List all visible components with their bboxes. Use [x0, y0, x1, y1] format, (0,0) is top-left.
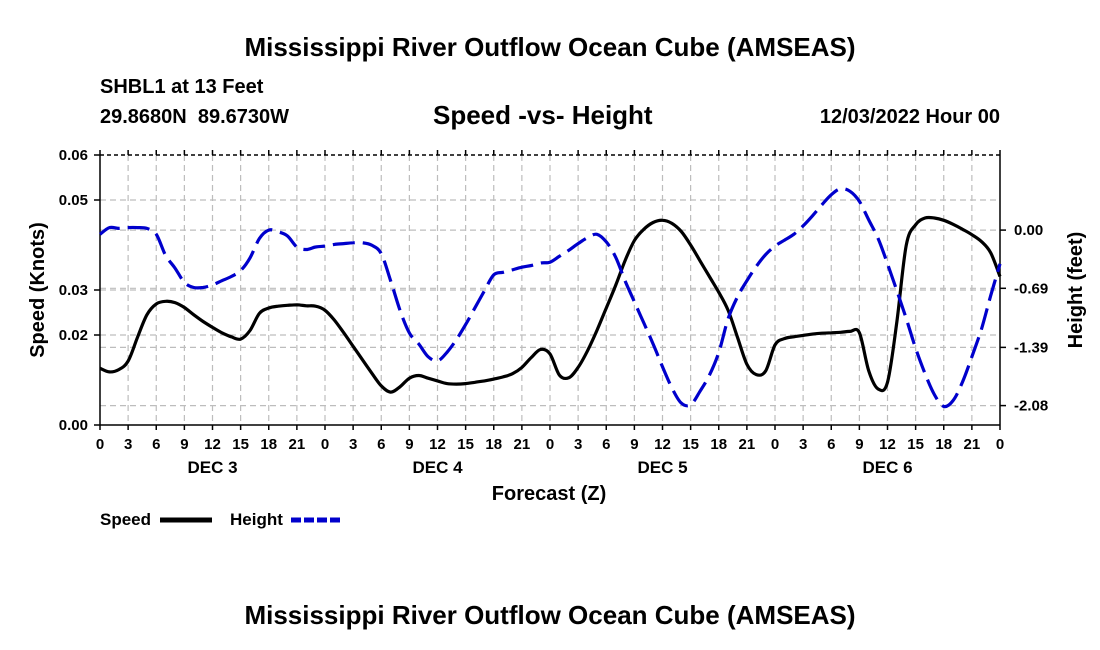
- x-tick-label: 0: [321, 436, 329, 453]
- x-tick-label: 0: [546, 436, 554, 453]
- x-tick-label: 18: [710, 436, 727, 453]
- x-tick-label: 18: [485, 436, 502, 453]
- x-tick-label: 15: [457, 436, 474, 453]
- x-tick-label: 15: [682, 436, 699, 453]
- y-tick-label: 0.02: [59, 327, 88, 344]
- x-tick-label: 15: [907, 436, 924, 453]
- x-day-label: DEC 6: [862, 458, 912, 477]
- x-day-label: DEC 4: [412, 458, 463, 477]
- x-tick-label: 0: [771, 436, 779, 453]
- y-tick-label: 0.05: [59, 192, 88, 209]
- x-tick-label: 6: [377, 436, 385, 453]
- forecast-datetime: 12/03/2022 Hour 00: [819, 106, 1000, 128]
- y-axis-ticks: 0.00 0.02 0.03 0.05 0.06: [59, 147, 100, 434]
- x-day-label: DEC 3: [187, 458, 237, 477]
- series-line-height: [99, 187, 1002, 409]
- legend-height-label: Height: [230, 510, 283, 529]
- y-tick-label: 0.03: [59, 282, 88, 299]
- x-tick-label: 0: [996, 436, 1004, 453]
- grid-lines: [100, 155, 1000, 425]
- legend: Speed Height: [100, 510, 343, 529]
- y2-axis-label: Height (feet): [1065, 232, 1087, 349]
- x-tick-label: 12: [204, 436, 221, 453]
- x-tick-label: 18: [935, 436, 952, 453]
- x-tick-label: 3: [124, 436, 132, 453]
- x-tick-label: 9: [180, 436, 188, 453]
- x-tick-label: 9: [405, 436, 413, 453]
- chart-subtitle: Speed -vs- Height: [433, 100, 653, 130]
- y2-axis-ticks: 0.00 -0.69 -1.39 -2.08: [1000, 222, 1048, 415]
- x-tick-label: 3: [799, 436, 807, 453]
- y2-tick-label: 0.00: [1014, 222, 1043, 239]
- x-tick-label: 0: [96, 436, 104, 453]
- x-tick-label: 6: [827, 436, 835, 453]
- x-tick-label: 21: [289, 436, 306, 453]
- legend-speed-label: Speed: [100, 510, 151, 529]
- y2-tick-label: -0.69: [1014, 280, 1048, 297]
- footer-chart-title: Mississippi River Outflow Ocean Cube (AM…: [244, 600, 856, 630]
- x-tick-label: 6: [602, 436, 610, 453]
- y2-tick-label: -1.39: [1014, 339, 1048, 356]
- chart-main-title: Mississippi River Outflow Ocean Cube (AM…: [244, 32, 856, 62]
- x-tick-label: 12: [654, 436, 671, 453]
- y-tick-label: 0.00: [59, 417, 88, 434]
- series-line-speed: [99, 215, 1002, 394]
- x-tick-label: 9: [630, 436, 638, 453]
- x-tick-label: 15: [232, 436, 249, 453]
- x-tick-label: 3: [574, 436, 582, 453]
- x-tick-label: 21: [514, 436, 531, 453]
- x-tick-label: 9: [855, 436, 863, 453]
- station-coordinates: 29.8680N 89.6730W: [100, 106, 290, 128]
- y-axis-label: Speed (Knots): [27, 222, 49, 358]
- x-axis-ticks: 0 3 6 9 12 15 18 21 0 3 6 9 12 15 18 21 0 3 6 9 12 15 18 21 0 3 6 9…: [96, 150, 1004, 477]
- y-tick-label: 0.06: [59, 147, 88, 164]
- series-lines: [99, 187, 1002, 409]
- station-label: SHBL1 at 13 Feet: [100, 76, 264, 98]
- x-tick-label: 12: [879, 436, 896, 453]
- x-tick-label: 18: [260, 436, 277, 453]
- x-tick-label: 21: [964, 436, 981, 453]
- x-axis-label: Forecast (Z): [492, 483, 606, 505]
- x-tick-label: 21: [739, 436, 756, 453]
- x-tick-label: 12: [429, 436, 446, 453]
- x-tick-label: 6: [152, 436, 160, 453]
- y2-tick-label: -2.08: [1014, 398, 1048, 415]
- x-tick-label: 3: [349, 436, 357, 453]
- x-day-label: DEC 5: [637, 458, 687, 477]
